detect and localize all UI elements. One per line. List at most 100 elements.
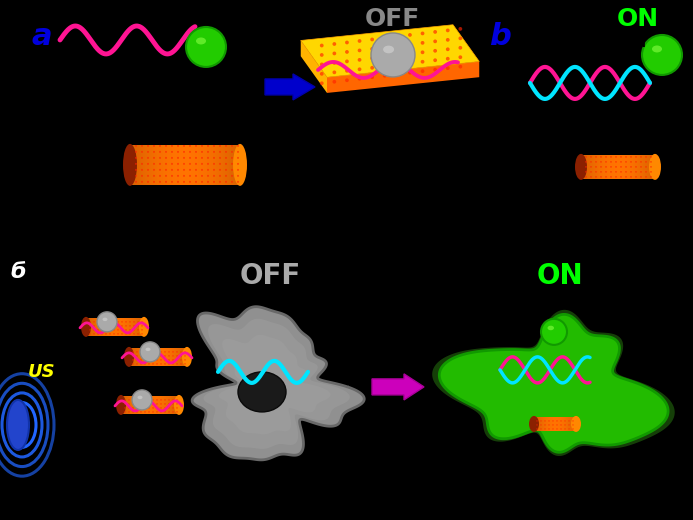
Circle shape <box>625 176 627 178</box>
Circle shape <box>137 363 138 365</box>
Bar <box>180 145 181 185</box>
Circle shape <box>433 30 437 34</box>
Circle shape <box>615 161 617 163</box>
Bar <box>131 348 132 366</box>
Ellipse shape <box>571 416 581 432</box>
Circle shape <box>171 175 173 177</box>
Circle shape <box>132 407 134 409</box>
Circle shape <box>135 163 137 165</box>
Bar <box>170 396 171 414</box>
Bar <box>230 145 231 185</box>
Circle shape <box>383 64 387 68</box>
Circle shape <box>94 333 95 335</box>
Circle shape <box>650 161 652 163</box>
Circle shape <box>160 355 161 357</box>
Circle shape <box>141 325 143 327</box>
Bar <box>157 145 158 185</box>
Bar <box>641 155 642 179</box>
Circle shape <box>446 66 450 70</box>
Bar <box>147 396 148 414</box>
Bar <box>646 155 647 179</box>
Bar <box>157 348 158 366</box>
Bar <box>654 155 655 179</box>
Bar <box>150 145 151 185</box>
Bar <box>552 417 553 431</box>
Circle shape <box>219 169 221 171</box>
Circle shape <box>201 175 203 177</box>
Bar <box>204 145 205 185</box>
Circle shape <box>585 176 587 178</box>
Circle shape <box>459 55 462 59</box>
Circle shape <box>433 49 437 53</box>
Bar <box>106 318 107 336</box>
Circle shape <box>153 181 155 183</box>
Bar <box>109 318 110 336</box>
Bar <box>128 318 129 336</box>
Ellipse shape <box>146 348 150 351</box>
Circle shape <box>459 46 462 49</box>
Circle shape <box>97 325 99 327</box>
Circle shape <box>630 166 632 168</box>
Text: ON: ON <box>536 262 584 290</box>
Bar <box>172 348 173 366</box>
Bar <box>196 145 197 185</box>
Bar <box>637 155 638 179</box>
Circle shape <box>552 424 554 426</box>
Circle shape <box>568 424 570 426</box>
Circle shape <box>159 163 161 165</box>
Bar <box>144 396 145 414</box>
Circle shape <box>176 351 178 353</box>
Circle shape <box>635 161 637 163</box>
Bar <box>137 348 138 366</box>
Bar <box>134 318 135 336</box>
Circle shape <box>564 424 565 426</box>
Bar <box>175 348 176 366</box>
Circle shape <box>137 351 138 353</box>
Bar <box>173 348 174 366</box>
Circle shape <box>97 329 99 331</box>
Circle shape <box>345 69 349 73</box>
Bar <box>168 348 169 366</box>
Circle shape <box>164 355 166 357</box>
Bar <box>546 417 547 431</box>
Circle shape <box>552 428 554 430</box>
Circle shape <box>595 156 597 158</box>
Bar <box>185 145 186 185</box>
Bar <box>165 396 166 414</box>
Bar <box>219 145 220 185</box>
Circle shape <box>642 35 682 75</box>
Bar <box>590 155 591 179</box>
Circle shape <box>133 333 134 335</box>
Bar <box>100 318 101 336</box>
Circle shape <box>147 175 149 177</box>
Text: б: б <box>10 262 26 282</box>
Bar <box>161 396 162 414</box>
Circle shape <box>396 44 399 48</box>
Bar <box>179 145 180 185</box>
Bar <box>573 417 574 431</box>
Bar <box>560 417 561 431</box>
Circle shape <box>541 420 542 422</box>
Bar <box>145 348 146 366</box>
Bar <box>206 145 207 185</box>
Bar <box>146 145 147 185</box>
Bar <box>160 145 161 185</box>
Circle shape <box>105 325 107 327</box>
Circle shape <box>183 157 185 159</box>
Circle shape <box>152 403 154 405</box>
Circle shape <box>544 428 545 430</box>
Bar <box>607 155 608 179</box>
Bar <box>129 396 130 414</box>
Bar <box>584 155 585 179</box>
Circle shape <box>544 424 545 426</box>
Bar <box>123 396 124 414</box>
Circle shape <box>237 181 239 183</box>
Circle shape <box>345 59 349 63</box>
Circle shape <box>176 407 178 409</box>
Bar <box>642 155 643 179</box>
Text: miRNA-21: miRNA-21 <box>546 25 620 38</box>
Bar <box>644 155 645 179</box>
Bar <box>184 348 185 366</box>
Circle shape <box>173 403 174 405</box>
Circle shape <box>568 420 570 422</box>
